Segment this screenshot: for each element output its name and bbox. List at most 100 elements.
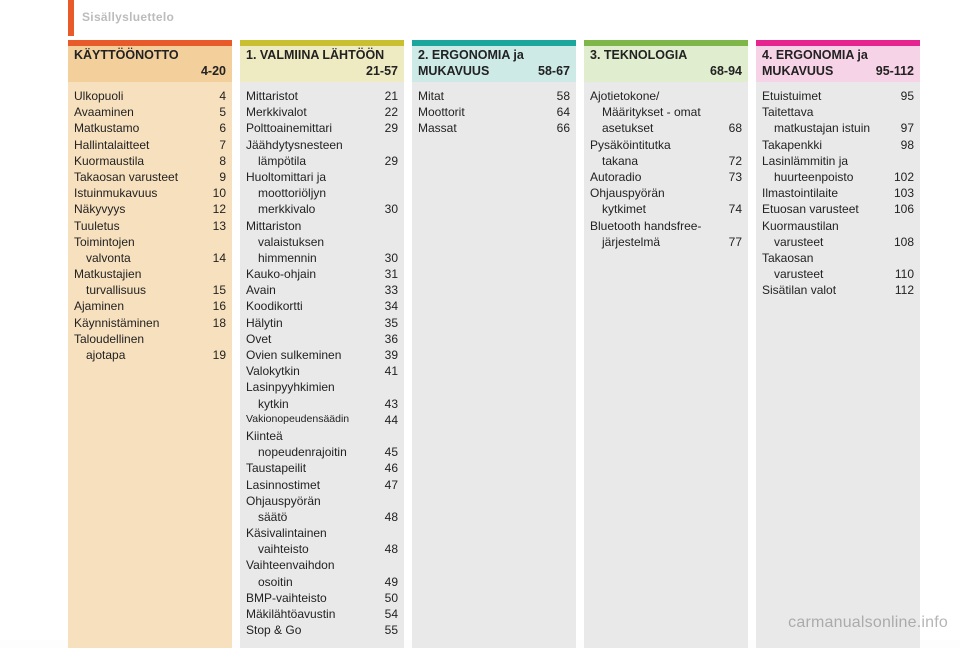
toc-entry: Valokytkin41: [246, 363, 398, 379]
toc-column: 3. TEKNOLOGIA68-94 Ajotietokone/Määrityks…: [584, 40, 748, 648]
column-title-line2: MUKAVUUS58-67: [418, 64, 570, 80]
toc-entry-page: 97: [888, 120, 914, 136]
toc-column: 2. ERGONOMIA jaMUKAVUUS58-67Mitat58Moott…: [412, 40, 576, 648]
column-body: Ajotietokone/Määritykset - omatasetukset…: [584, 82, 748, 648]
column-title-line1: 1. VALMIINA LÄHTÖÖN: [246, 48, 398, 64]
toc-entry: Takaosanvarusteet110: [762, 250, 914, 282]
toc-entry: Mittaristot21: [246, 88, 398, 104]
column-title-text: MUKAVUUS: [762, 64, 833, 80]
toc-entry: Etuosan varusteet106: [762, 201, 914, 217]
toc-entry-page: 34: [372, 298, 398, 314]
toc-entry: Kuormaustilanvarusteet108: [762, 218, 914, 250]
column-header: 3. TEKNOLOGIA68-94: [584, 40, 748, 82]
toc-entry: Takapenkki98: [762, 137, 914, 153]
page-header: Sisällysluettelo: [82, 10, 174, 24]
toc-entry-page: 29: [372, 153, 398, 169]
toc-entry: Stop & Go55: [246, 622, 398, 638]
toc-entry-label: Mittaristonvalaistuksenhimmennin: [246, 218, 372, 267]
toc-entry-page: 58: [544, 88, 570, 104]
toc-entry: Ajotietokone/Määritykset - omatasetukset…: [590, 88, 742, 137]
toc-entry-page: 35: [372, 315, 398, 331]
toc-entry: Kiinteänopeudenrajoitin45: [246, 428, 398, 460]
toc-entry: Istuinmukavuus10: [74, 185, 226, 201]
toc-entry: Taitettavamatkustajan istuin97: [762, 104, 914, 136]
toc-entry: Näkyvyys12: [74, 201, 226, 217]
column-page-range: 68-94: [710, 64, 742, 80]
toc-entry-page: 39: [372, 347, 398, 363]
toc-entry: Taustapeilit46: [246, 460, 398, 476]
toc-entry-page: 112: [888, 282, 914, 298]
column-page-range: 21-57: [366, 64, 398, 80]
toc-entry-label: Merkkivalot: [246, 104, 372, 120]
column-title-line2: 21-57: [246, 64, 398, 80]
toc-entry: Toimintojenvalvonta14: [74, 234, 226, 266]
toc-entry-label: Avaaminen: [74, 104, 200, 120]
column-title-line1: 4. ERGONOMIA ja: [762, 48, 914, 64]
toc-entry: Vakionopeudensäädin44: [246, 412, 398, 428]
toc-entry-label: Bluetooth handsfree-järjestelmä: [590, 218, 716, 250]
toc-entry-label: Stop & Go: [246, 622, 372, 638]
toc-entry-page: 46: [372, 460, 398, 476]
toc-entry-label: Tuuletus: [74, 218, 200, 234]
toc-entry: Massat66: [418, 120, 570, 136]
toc-entry-label: Taitettavamatkustajan istuin: [762, 104, 888, 136]
toc-entry-label: Ovet: [246, 331, 372, 347]
toc-entry-label: Lasinnostimet: [246, 477, 372, 493]
toc-entry: Lasinlämmitin jahuurteenpoisto102: [762, 153, 914, 185]
column-title-line2: 4-20: [74, 64, 226, 80]
toc-entry: Ohjauspyöränkytkimet74: [590, 185, 742, 217]
toc-entry-page: 13: [200, 218, 226, 234]
toc-entry-label: Mittaristot: [246, 88, 372, 104]
toc-entry-page: 14: [200, 250, 226, 266]
toc-entry-page: 110: [888, 266, 914, 282]
toc-entry: Matkustajienturvallisuus15: [74, 266, 226, 298]
toc-entry-label: Istuinmukavuus: [74, 185, 200, 201]
column-title-line1: KÄYTTÖÖNOTTO: [74, 48, 226, 64]
toc-entry-page: 64: [544, 104, 570, 120]
toc-entry-label: Etuistuimet: [762, 88, 888, 104]
toc-entry-page: 95: [888, 88, 914, 104]
toc-entry-label: Takaosan varusteet: [74, 169, 200, 185]
toc-entry-label: Vaihteenvaihdonosoitin: [246, 557, 372, 589]
toc-entry-page: 22: [372, 104, 398, 120]
toc-entry-label: BMP-vaihteisto: [246, 590, 372, 606]
toc-entry-page: 77: [716, 234, 742, 250]
toc-entry: Koodikortti34: [246, 298, 398, 314]
toc-entry-label: Matkustamo: [74, 120, 200, 136]
toc-entry-label: Autoradio: [590, 169, 716, 185]
toc-entry: Sisätilan valot112: [762, 282, 914, 298]
toc-entry-label: Lasinlämmitin jahuurteenpoisto: [762, 153, 888, 185]
toc-entry-page: 54: [372, 606, 398, 622]
page: Sisällysluettelo KÄYTTÖÖNOTTO4-20Ulkopuo…: [0, 0, 960, 640]
toc-entry-page: 41: [372, 363, 398, 379]
toc-entry-page: 30: [372, 201, 398, 217]
toc-entry: Avaaminen5: [74, 104, 226, 120]
toc-entry-label: Ovien sulkeminen: [246, 347, 372, 363]
toc-entry: Autoradio73: [590, 169, 742, 185]
toc-entry-label: Taloudellinenajotapa: [74, 331, 200, 363]
toc-entry-page: 16: [200, 298, 226, 314]
toc-entry-label: Kuormaustilanvarusteet: [762, 218, 888, 250]
toc-entry: Ohjauspyöränsäätö48: [246, 493, 398, 525]
toc-entry-page: 73: [716, 169, 742, 185]
column-title-text: MUKAVUUS: [418, 64, 489, 80]
toc-entry: Bluetooth handsfree-järjestelmä77: [590, 218, 742, 250]
column-title-line2: MUKAVUUS95-112: [762, 64, 914, 80]
toc-entry-page: 47: [372, 477, 398, 493]
toc-entry-page: 50: [372, 590, 398, 606]
toc-entry-page: 21: [372, 88, 398, 104]
toc-entry: Kauko-ohjain31: [246, 266, 398, 282]
toc-entry: Etuistuimet95: [762, 88, 914, 104]
toc-entry-label: Takaosanvarusteet: [762, 250, 888, 282]
toc-entry-label: Matkustajienturvallisuus: [74, 266, 200, 298]
columns-container: KÄYTTÖÖNOTTO4-20Ulkopuoli4Avaaminen5Matk…: [68, 40, 920, 648]
toc-entry-page: 43: [372, 396, 398, 412]
column-header: 2. ERGONOMIA jaMUKAVUUS58-67: [412, 40, 576, 82]
toc-entry-page: 44: [372, 412, 398, 428]
toc-entry: Käsivalintainenvaihteisto48: [246, 525, 398, 557]
column-page-range: 4-20: [201, 64, 226, 80]
toc-entry-page: 74: [716, 201, 742, 217]
toc-column: KÄYTTÖÖNOTTO4-20Ulkopuoli4Avaaminen5Matk…: [68, 40, 232, 648]
toc-entry-label: Sisätilan valot: [762, 282, 888, 298]
toc-entry-page: 5: [200, 104, 226, 120]
